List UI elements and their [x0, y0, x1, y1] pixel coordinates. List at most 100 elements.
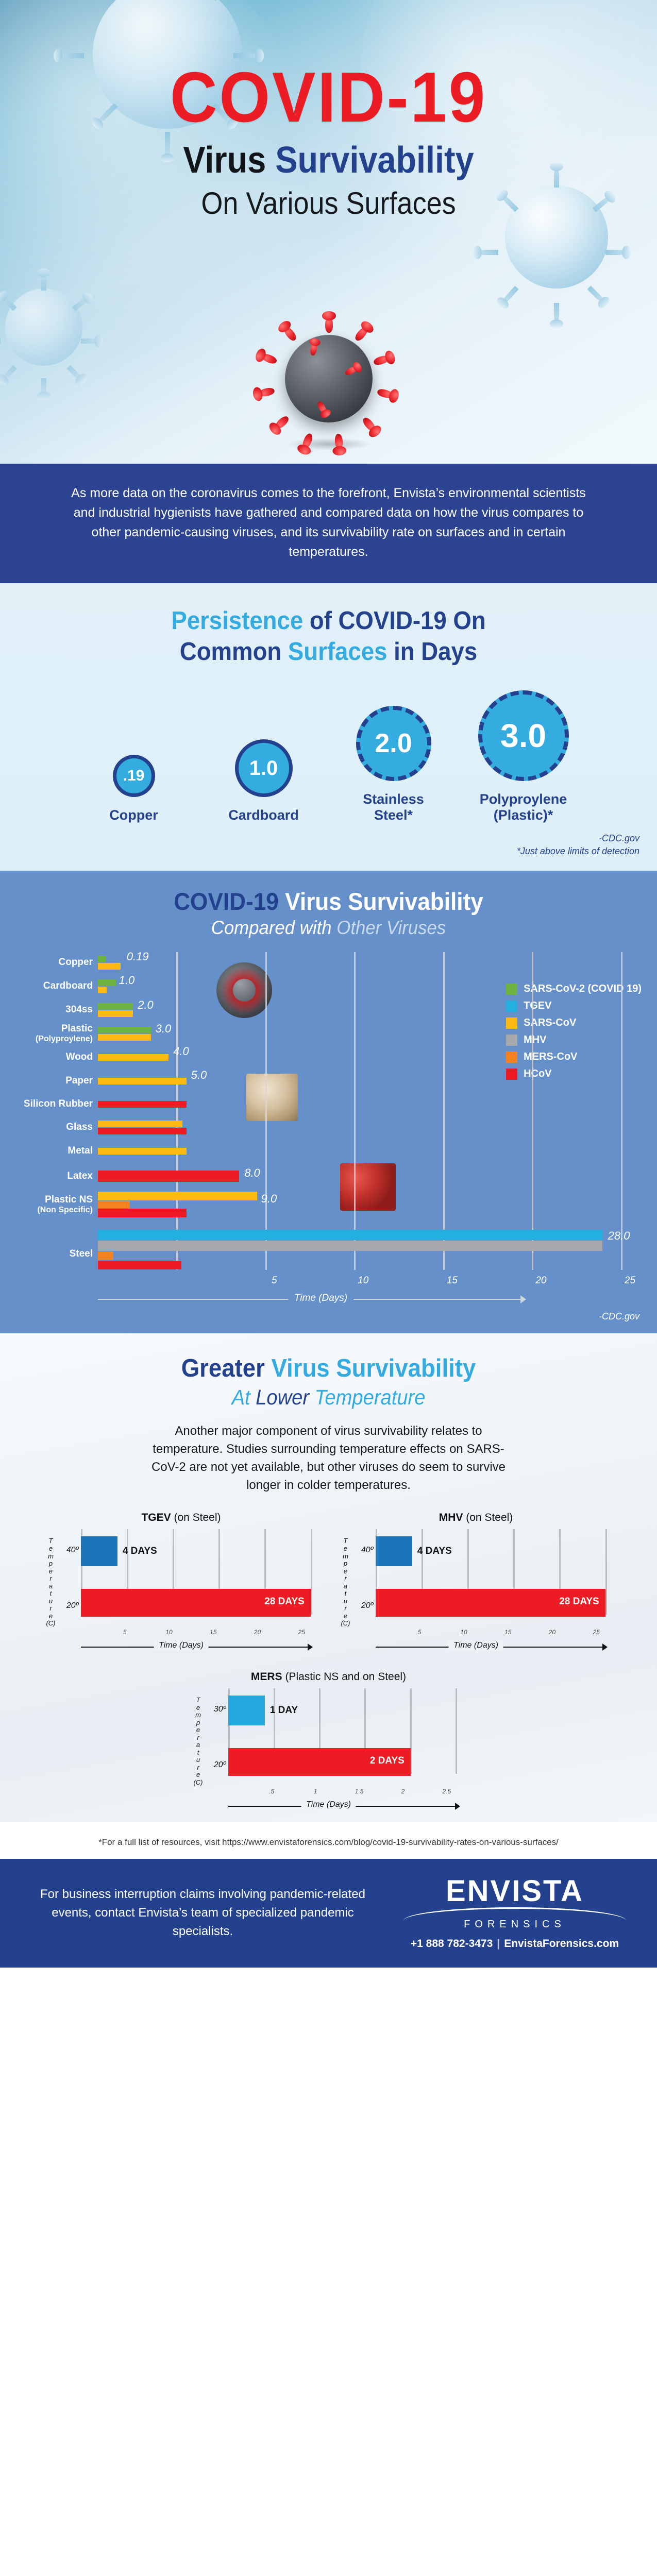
persistence-item-stainless-steel: 2.0 Stainless Steel* — [342, 705, 445, 824]
chart-x-axis-label: Time (Days) — [288, 1293, 354, 1304]
legend-label-mhv: MHV — [524, 1034, 547, 1046]
legend-label-tgev: TGEV — [524, 1000, 552, 1012]
mers-x-ticks: .5 1 1.5 2 2.5 — [228, 1788, 456, 1798]
legend-swatch-mers-cov — [506, 1051, 518, 1063]
chart-row-plastic-ns: Plastic NS (Non Specific) 9.0 — [37, 1191, 621, 1218]
persistence-value-polyproylene: 3.0 — [478, 690, 569, 781]
chart-row-bars-wood — [98, 1054, 621, 1061]
mers-bar-30deg: 1 DAY — [228, 1695, 465, 1725]
bar-value-label-steel: 28.0 — [608, 1229, 630, 1243]
bar-hcov — [98, 1261, 182, 1270]
bar-sars-cov — [98, 986, 107, 993]
persistence-value-cardboard: 1.0 — [234, 739, 293, 798]
mers-y-ticks: 30º 20º — [205, 1688, 228, 1787]
tgev-x-axis-arrow: Time (Days) — [45, 1640, 318, 1653]
intro-paragraph: As more data on the coronavirus comes to… — [71, 486, 586, 559]
hero-subtitle-survivability: Survivability — [275, 140, 474, 181]
footer-phone[interactable]: +1 888 782-3473 — [410, 1937, 493, 1950]
chart-row-label-wood: Wood — [65, 1052, 93, 1063]
mhv-ytick-40: 40º — [361, 1546, 374, 1555]
virus-decoration-icon — [0, 268, 97, 395]
bar-sars-cov-2 — [98, 979, 116, 986]
chart-row-bars-plastic — [98, 1026, 621, 1041]
chart-xtick-20: 20 — [535, 1275, 547, 1286]
temperature-heading: Greater Virus Survivability — [23, 1354, 634, 1383]
mers-chart-title: MERS (Plastic NS and on Steel) — [192, 1671, 465, 1683]
virus-comparison-chart: SARS-CoV-2 (COVID 19) TGEV SARS-CoV MHV … — [0, 950, 657, 1306]
bar-sars-cov-2 — [98, 955, 107, 962]
envista-logo: ENVISTA FORENSICS +1 888 782-3473 | Envist… — [396, 1876, 633, 1950]
mhv-title-rest: (on Steel) — [463, 1512, 513, 1524]
bar-sars-cov — [98, 1054, 169, 1061]
chart-row-glass: Glass — [66, 1117, 621, 1138]
arrow-right-icon — [454, 1802, 460, 1810]
chart-row-bars-steel — [98, 1229, 621, 1270]
mers-xtick-2-5: 2.5 — [442, 1787, 451, 1795]
chart-legend: SARS-CoV-2 (COVID 19) TGEV SARS-CoV MHV … — [506, 983, 642, 1085]
mhv-xtick-10: 10 — [460, 1628, 467, 1636]
chart-row-label-plastic-ns: Plastic NS (Non Specific) — [37, 1194, 93, 1215]
chart-row-copper: Copper 0.19 — [59, 950, 621, 973]
arrow-right-icon — [602, 1643, 608, 1651]
footer: For business interruption claims involvi… — [0, 1858, 657, 1968]
chart-rows: Copper 0.19 Cardboard — [24, 950, 630, 1270]
legend-item-tgev: TGEV — [506, 1000, 642, 1012]
temperature-subheading-a: At — [231, 1385, 256, 1410]
bar-sars-cov-2 — [98, 1003, 133, 1010]
mhv-bar-40deg: 4 DAYS — [375, 1536, 613, 1567]
legend-item-mers-cov: MERS-CoV — [506, 1051, 642, 1063]
chart-row-bars-glass — [98, 1120, 621, 1135]
mers-ytick-30: 30º — [213, 1704, 226, 1714]
chart-row-label-plastic: Plastic (Polyproylene) — [35, 1023, 93, 1044]
persistence-source: -CDC.gov — [598, 833, 639, 844]
hero-subtitle: Virus Survivability — [33, 141, 625, 180]
bar-sars-cov-2 — [98, 1026, 151, 1033]
mers-bar-20deg: 2 DAYS — [228, 1748, 465, 1776]
tgev-ytick-40: 40º — [66, 1546, 79, 1555]
bar-value-label-cardboard: 1.0 — [119, 974, 135, 987]
legend-label-sars-cov: SARS-CoV — [524, 1017, 577, 1029]
persistence-heading-part4: Surfaces — [288, 637, 388, 666]
tgev-x-axis-label: Time (Days) — [154, 1640, 209, 1650]
mhv-xtick-15: 15 — [504, 1628, 512, 1636]
mers-xtick-0-5: .5 — [269, 1787, 275, 1795]
arrow-right-icon — [520, 1295, 526, 1304]
tgev-xtick-10: 10 — [165, 1628, 173, 1636]
bar-value-label-latex: 8.0 — [244, 1166, 260, 1180]
chart-row-bars-cardboard — [98, 979, 621, 994]
persistence-heading-part5: in Days — [387, 637, 478, 666]
temperature-paragraph: Another major component of virus surviva… — [151, 1424, 506, 1493]
tgev-plot: 4 DAYS 28 DAYS — [80, 1529, 318, 1620]
persistence-item-polyproylene: 3.0 Polyproylene (Plastic)* — [472, 690, 575, 824]
mhv-plot: 4 DAYS 28 DAYS — [375, 1529, 613, 1620]
hero-banner: COVID-19 Virus Survivability On Various … — [0, 0, 657, 464]
persistence-label-copper: Copper — [109, 807, 158, 823]
persistence-heading: Persistence of COVID-19 On Common Surfac… — [23, 606, 634, 668]
temperature-subheading-b: Lower — [256, 1385, 315, 1410]
tgev-y-ticks: 40º 20º — [57, 1529, 81, 1628]
persistence-value-copper: .19 — [112, 755, 155, 798]
chart-gridlines — [98, 952, 622, 1270]
footer-website[interactable]: EnvistaForensics.com — [504, 1937, 619, 1950]
bar-hcov — [98, 1100, 187, 1108]
persistence-label-cardboard: Cardboard — [228, 807, 299, 823]
chart-row-label-cardboard: Cardboard — [43, 980, 93, 992]
mers-x-axis-arrow: Time (Days) — [192, 1800, 465, 1812]
legend-item-sars-cov: SARS-CoV — [506, 1017, 642, 1029]
virus-decoration-icon — [59, 0, 258, 157]
bar-sars-cov — [98, 1010, 133, 1017]
temperature-heading-b: Virus Survivability — [271, 1354, 476, 1383]
chart-plot-area: Copper 0.19 Cardboard — [24, 950, 630, 1270]
persistence-circles: .19 Copper 1.0 Cardboard 2.0 Stainless S… — [0, 690, 657, 824]
envista-logo-sub: FORENSICS — [464, 1918, 566, 1930]
persistence-heading-part1: Persistence — [171, 607, 304, 635]
mers-bar-label-1day: 1 DAY — [269, 1704, 298, 1716]
barchart-heading-covid: COVID-19 — [174, 887, 285, 915]
tgev-title-bold: TGEV — [141, 1512, 171, 1524]
chart-row-wood: Wood 4.0 — [66, 1045, 621, 1067]
bar-sars-cov — [98, 1192, 257, 1201]
temperature-heading-a: Greater — [181, 1354, 272, 1383]
